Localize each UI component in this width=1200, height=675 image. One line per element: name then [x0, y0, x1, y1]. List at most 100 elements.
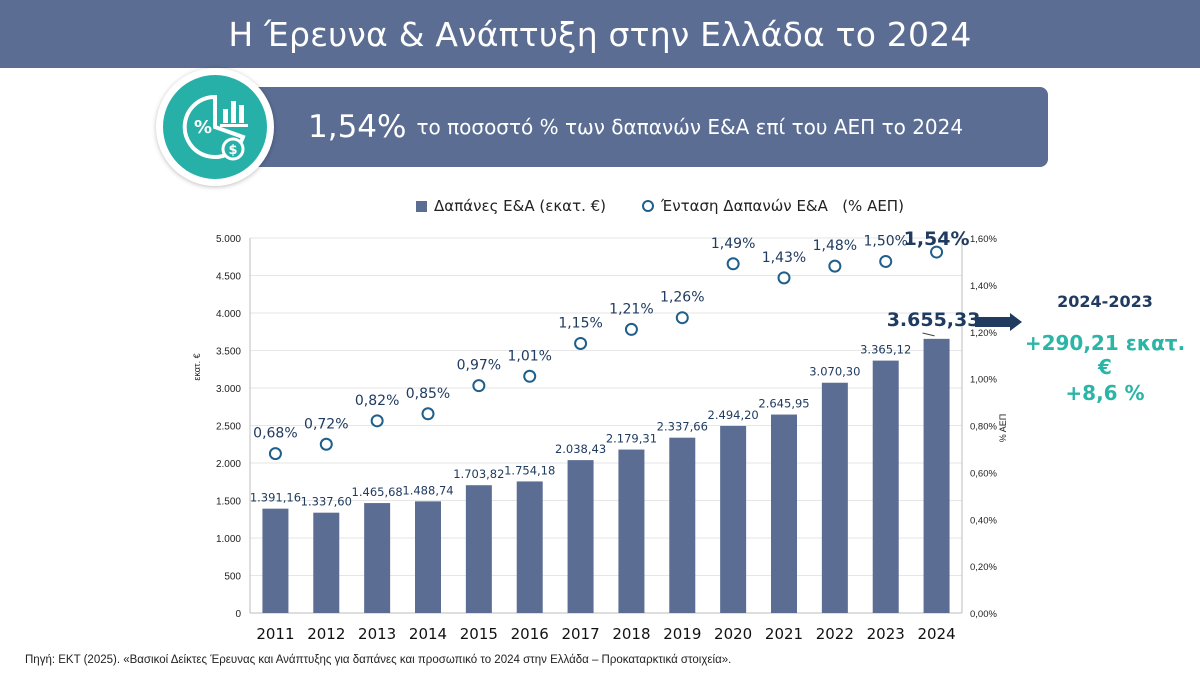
y2-tick-label: 1,40%: [970, 281, 997, 292]
legend-bar-label: Δαπάνες Ε&Α (εκατ. €): [434, 197, 607, 215]
bar: [618, 449, 645, 613]
y2-tick-label: 0,80%: [970, 422, 997, 433]
bar: [567, 460, 594, 613]
intensity-point: [930, 245, 944, 259]
y2-tick-label: 0,00%: [970, 609, 997, 620]
intensity-point: [828, 259, 842, 273]
headline-text: το ποσοστό % των δαπανών Ε&Α επί του ΑΕΠ…: [416, 115, 964, 139]
bar-value-label-highlight: 3.655,33: [887, 309, 981, 331]
bar-value-label: 1.754,18: [504, 463, 555, 477]
intensity-point: [421, 407, 435, 421]
intensity-point: [472, 379, 486, 393]
delta-percent: +8,6 %: [1065, 381, 1145, 405]
x-tick-label: 2015: [460, 625, 498, 643]
bar: [465, 485, 492, 613]
bar: [669, 437, 696, 613]
point-value-label: 0,97%: [457, 358, 501, 374]
point-value-label: 0,72%: [304, 416, 348, 432]
y-tick-label: 500: [224, 572, 241, 583]
arrow-right-icon: [975, 313, 1022, 331]
y-tick-label: 3.000: [216, 384, 241, 395]
bar: [516, 481, 543, 613]
point-value-label: 0,68%: [253, 426, 297, 442]
bar: [262, 508, 289, 613]
x-tick-label: 2019: [663, 625, 701, 643]
bar: [821, 382, 848, 613]
percent-chart-money-icon: % $: [156, 68, 274, 186]
point-value-label: 0,85%: [406, 386, 450, 402]
page-title: Η Έρευνα & Ανάπτυξη στην Ελλάδα το 2024: [228, 14, 972, 54]
delta-panel: 2024-2023 +290,21 εκατ. € +8,6 %: [1020, 292, 1190, 405]
x-tick-label: 2021: [765, 625, 803, 643]
bar-value-label: 2.337,66: [657, 420, 708, 434]
bar-value-label: 3.070,30: [809, 365, 860, 379]
bar: [771, 414, 797, 613]
point-value-label-highlight: 1,54%: [904, 228, 970, 250]
bar: [364, 503, 391, 613]
bar-value-label: 1.465,68: [352, 485, 403, 499]
y2-tick-label: 0,40%: [970, 515, 997, 526]
y2-tick-label: 1,60%: [970, 234, 997, 245]
delta-absolute: +290,21 εκατ. €: [1024, 331, 1186, 379]
bar-value-label: 1.337,60: [301, 495, 352, 509]
bar-value-label: 1.391,16: [250, 491, 301, 505]
x-tick-label: 2024: [917, 625, 955, 643]
point-value-label: 1,26%: [660, 290, 704, 306]
headline-value: 1,54%: [308, 109, 407, 145]
title-bar: Η Έρευνα & Ανάπτυξη στην Ελλάδα το 2024: [0, 0, 1200, 68]
bar-value-label: 2.038,43: [555, 442, 606, 456]
bar: [415, 501, 441, 613]
intensity-point: [777, 271, 791, 285]
x-tick-label: 2016: [511, 625, 549, 643]
bar: [923, 338, 950, 613]
legend-bar-swatch: [416, 200, 428, 212]
legend-item-expenditure: Δαπάνες Ε&Α (εκατ. €): [416, 197, 606, 215]
bar-value-label: 1.703,82: [453, 467, 504, 481]
bar: [872, 360, 899, 613]
intensity-point: [675, 311, 689, 325]
point-value-label: 1,50%: [863, 233, 907, 249]
y2-tick-label: 0,20%: [970, 562, 997, 573]
bar: [313, 512, 340, 613]
legend-item-intensity: Ένταση Δαπανών Ε&Α (% ΑΕΠ): [642, 197, 904, 215]
x-tick-label: 2012: [307, 625, 345, 643]
y-tick-label: 4.500: [216, 272, 241, 283]
y-tick-label: 3.500: [216, 347, 241, 358]
y-tick-label: 0: [235, 609, 241, 620]
percent-glyph: %: [194, 117, 212, 138]
x-tick-label: 2022: [816, 625, 854, 643]
headline-banner: 1,54% το ποσοστό % των δαπανών Ε&Α επί τ…: [232, 87, 1048, 167]
bar-value-label: 2.494,20: [708, 408, 759, 422]
x-tick-label: 2020: [714, 625, 752, 643]
x-tick-label: 2023: [867, 625, 905, 643]
intensity-point: [370, 414, 384, 428]
y-axis-title: εκατ. €: [192, 353, 202, 380]
intensity-point: [319, 437, 333, 451]
bar: [720, 425, 747, 613]
legend-point-swatch: [642, 200, 655, 212]
y2-axis-title: % ΑΕΠ: [998, 414, 1008, 443]
y-tick-label: 1.000: [216, 534, 241, 545]
source-note: Πηγή: ΕΚΤ (2025). «Βασικοί Δείκτες Έρευν…: [25, 654, 732, 666]
intensity-point: [523, 369, 537, 383]
y2-tick-label: 1,00%: [970, 375, 997, 386]
legend-point-label: Ένταση Δαπανών Ε&Α (% ΑΕΠ): [661, 197, 904, 215]
intensity-point: [574, 336, 588, 350]
point-value-label: 0,82%: [355, 393, 399, 409]
svg-text:$: $: [228, 143, 237, 158]
x-tick-label: 2014: [409, 625, 447, 643]
intensity-point: [268, 447, 282, 461]
y-tick-label: 4.000: [216, 309, 241, 320]
x-tick-label: 2017: [561, 625, 599, 643]
y-tick-label: 2.500: [216, 422, 241, 433]
point-value-label: 1,49%: [711, 236, 755, 252]
x-tick-label: 2011: [256, 625, 294, 643]
bar-value-label: 2.179,31: [606, 432, 657, 446]
point-value-label: 1,01%: [507, 348, 551, 364]
intensity-point: [879, 254, 893, 268]
point-value-label: 1,15%: [558, 315, 602, 331]
intensity-point: [624, 322, 638, 336]
y-tick-label: 5.000: [216, 234, 241, 245]
bar-value-label: 1.488,74: [402, 483, 453, 497]
